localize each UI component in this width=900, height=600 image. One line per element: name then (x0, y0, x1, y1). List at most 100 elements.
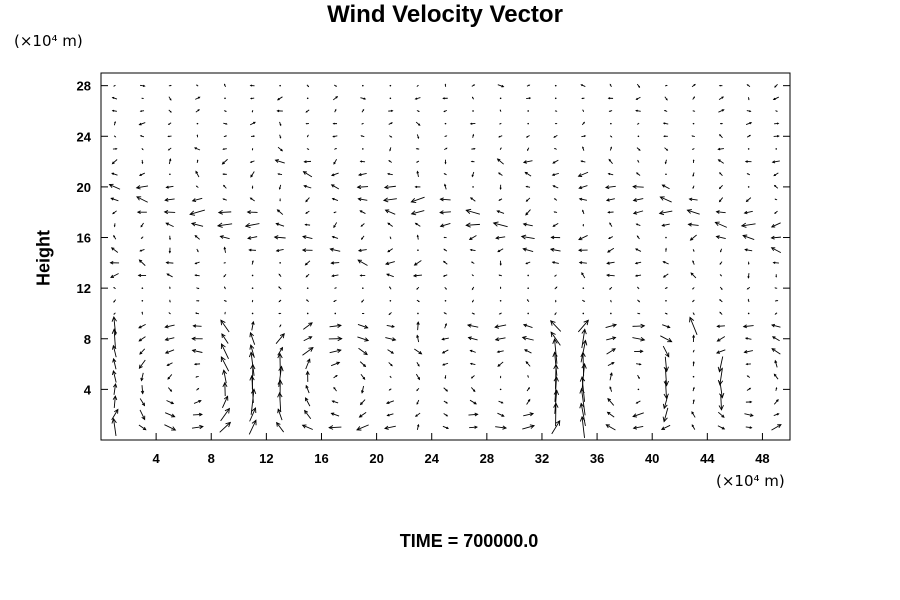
wind-vector (302, 171, 313, 178)
wind-vector-head (249, 331, 254, 338)
wind-vector-shaft (332, 400, 339, 404)
wind-vector (385, 400, 395, 405)
wind-vector-shaft (113, 396, 116, 408)
wind-vector-shaft (414, 260, 422, 266)
wind-vector (216, 222, 233, 228)
wind-vector-head (578, 197, 583, 201)
wind-vector-head (304, 409, 309, 415)
wind-vector (443, 400, 448, 404)
wind-vector-head (502, 425, 508, 430)
wind-vector-head (498, 172, 501, 175)
wind-vector (416, 110, 420, 112)
wind-vector (140, 372, 144, 382)
wind-vector-head (360, 224, 363, 227)
chart-title: Wind Velocity Vector (327, 1, 563, 28)
wind-vector (195, 109, 200, 113)
wind-vector-head (524, 171, 528, 175)
wind-vector (719, 311, 723, 315)
wind-vector-shaft (248, 420, 257, 435)
wind-vector (195, 312, 200, 315)
wind-vector (664, 147, 669, 151)
wind-vector-head (661, 223, 665, 227)
wind-vector (112, 395, 118, 408)
wind-vector-head (305, 199, 308, 203)
wind-vector-shaft (332, 274, 339, 277)
wind-vector (385, 261, 395, 266)
wind-vector (607, 172, 614, 176)
wind-vector-head (578, 261, 583, 265)
wind-vector (164, 412, 176, 418)
wind-vector (635, 248, 642, 252)
wind-vector (141, 299, 144, 302)
wind-vector (471, 96, 475, 100)
wind-vector-shaft (579, 198, 587, 201)
wind-vector-head (307, 134, 309, 137)
wind-vector-head (390, 122, 393, 125)
wind-vector-head (220, 343, 226, 350)
wind-vector-head (749, 110, 752, 113)
wind-vector-head (771, 348, 776, 352)
wind-vector-head (224, 407, 230, 414)
wind-vector (278, 273, 282, 277)
wind-vector (692, 159, 695, 164)
wind-vector-shaft (606, 348, 616, 355)
wind-vector-shaft (222, 158, 228, 165)
wind-vector (108, 183, 121, 190)
wind-vector-head (520, 234, 527, 240)
wind-vector-head (693, 83, 696, 86)
wind-vector-head (635, 97, 639, 100)
wind-vector-head (165, 261, 169, 265)
wind-vector-shaft (357, 259, 368, 266)
wind-vector-head (138, 325, 142, 329)
wind-vector (384, 425, 396, 430)
wind-vector-head (197, 287, 200, 290)
wind-vector-shaft (136, 185, 149, 189)
wind-vector-head (498, 135, 501, 138)
wind-vector-shaft (277, 209, 284, 215)
wind-vector (632, 184, 644, 189)
wind-vector-head (389, 286, 391, 289)
wind-vector-head (364, 324, 369, 329)
wind-vector (717, 159, 724, 164)
wind-vector (192, 324, 202, 328)
wind-vector (414, 412, 421, 417)
wind-vector (745, 400, 753, 404)
wind-vector (664, 287, 668, 289)
wind-vector-head (168, 312, 170, 314)
wind-vector-shaft (554, 352, 558, 376)
wind-vector (607, 247, 615, 253)
wind-vector-shaft (113, 383, 117, 395)
wind-vector-head (363, 97, 367, 100)
wind-vector-head (194, 147, 197, 150)
wind-vector (334, 108, 337, 113)
wind-vector-shaft (744, 413, 753, 417)
wind-vector-head (472, 133, 475, 136)
wind-vector (301, 424, 313, 430)
wind-vector (496, 210, 505, 214)
wind-vector (720, 122, 724, 125)
wind-vector (636, 83, 641, 89)
wind-vector-shaft (217, 223, 233, 227)
wind-vector (248, 351, 255, 376)
wind-vector-head (194, 235, 198, 238)
wind-vector-dot (306, 287, 309, 289)
wind-vector (774, 122, 780, 125)
wind-vector (222, 173, 227, 176)
wind-vector-head (692, 288, 694, 290)
wind-vector (111, 369, 117, 383)
wind-vector-shaft (302, 424, 313, 430)
wind-vector (636, 235, 640, 240)
wind-vector-shaft (742, 235, 755, 240)
wind-vector-shaft (496, 236, 506, 239)
wind-vector-head (417, 364, 420, 367)
wind-vector (140, 236, 144, 240)
wind-vector (410, 196, 425, 203)
wind-vector (362, 84, 364, 87)
wind-vector (138, 122, 146, 126)
wind-vector (278, 184, 282, 190)
wind-vector-head (359, 210, 363, 213)
wind-vector (610, 122, 612, 125)
wind-vector (637, 299, 641, 303)
wind-vector (582, 209, 585, 215)
wind-vector-head (492, 221, 499, 227)
